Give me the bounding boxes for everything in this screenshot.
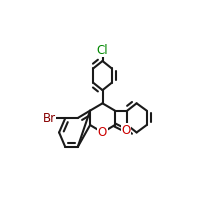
Text: Cl: Cl xyxy=(97,44,108,57)
Text: Br: Br xyxy=(42,112,56,125)
Text: O: O xyxy=(121,124,130,137)
Text: O: O xyxy=(98,126,107,139)
